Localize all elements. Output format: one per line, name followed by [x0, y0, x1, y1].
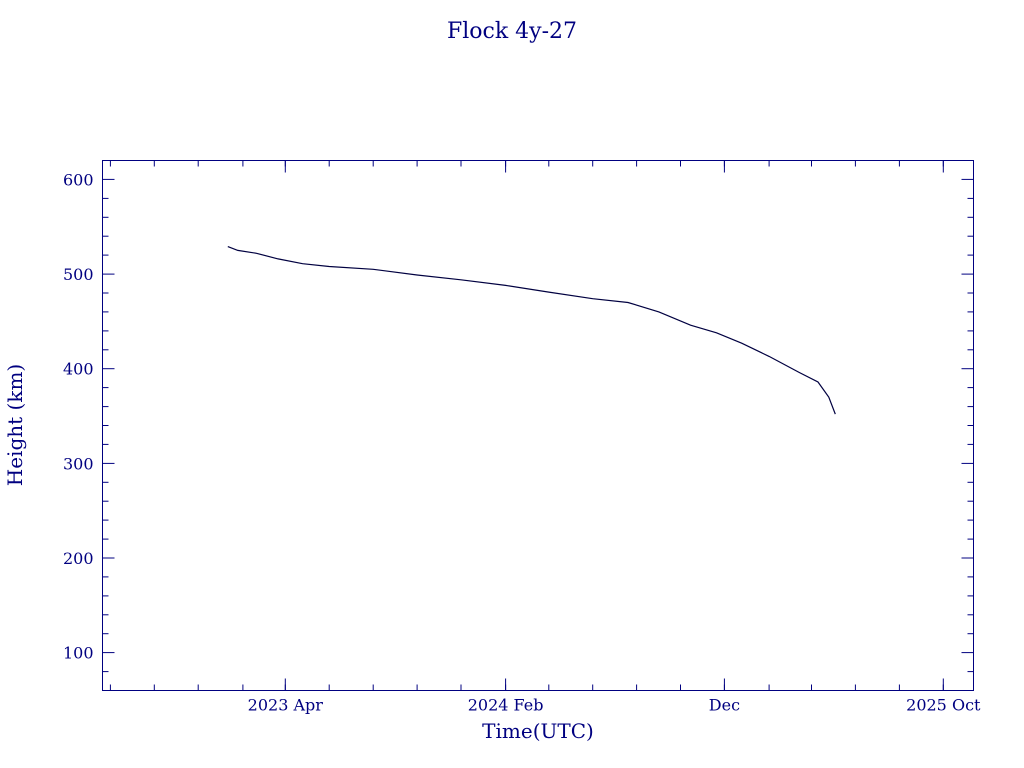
x-axis-tick-labels: 2023 Apr 2024 Feb Dec 2025 Oct — [248, 696, 981, 715]
y-axis-ticks — [102, 160, 974, 691]
chart-title: Flock 4y-27 — [447, 19, 577, 44]
y-tick-label: 100 — [63, 644, 94, 663]
x-tick-label: 2023 Apr — [248, 696, 324, 715]
x-axis-label: Time(UTC) — [482, 719, 594, 743]
y-tick-label: 400 — [63, 360, 94, 379]
y-tick-label: 300 — [63, 454, 94, 473]
x-tick-label: 2025 Oct — [906, 696, 981, 715]
y-tick-label: 600 — [63, 170, 94, 189]
y-tick-label: 500 — [63, 265, 94, 284]
x-tick-label: Dec — [709, 696, 740, 715]
x-axis-ticks — [109, 160, 944, 691]
height-series-line — [227, 246, 836, 415]
y-tick-label: 200 — [63, 549, 94, 568]
y-axis-label: Height (km) — [3, 364, 27, 486]
x-tick-label: 2024 Feb — [468, 696, 544, 715]
y-axis-tick-labels: 100 200 300 400 500 600 — [63, 170, 94, 662]
